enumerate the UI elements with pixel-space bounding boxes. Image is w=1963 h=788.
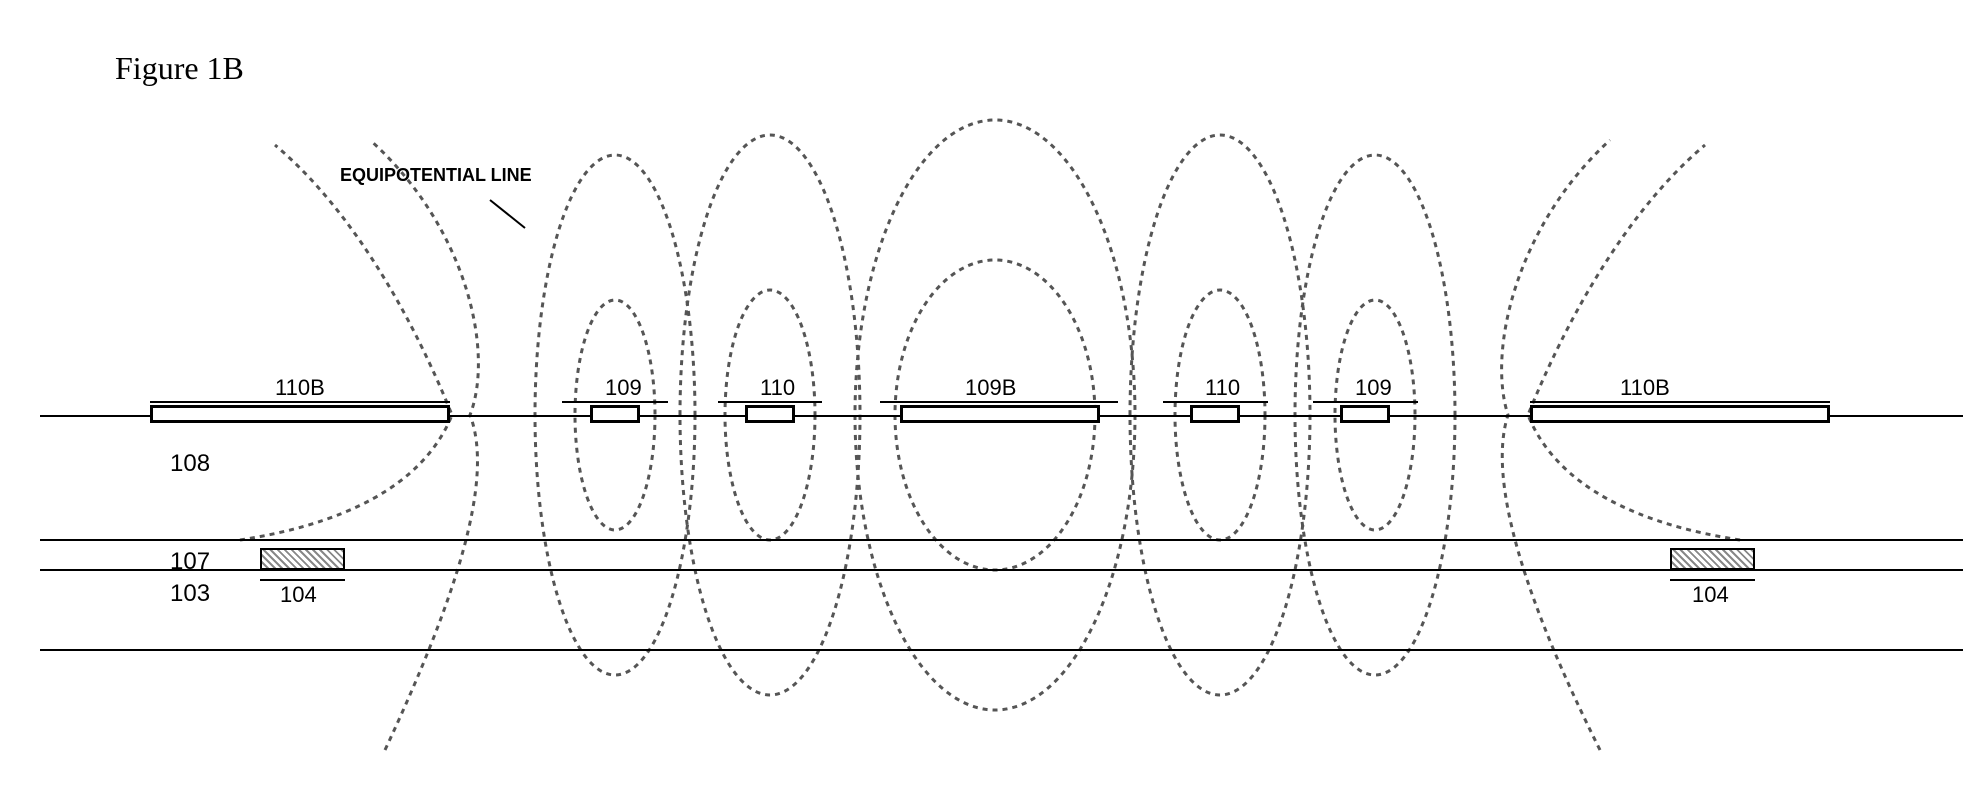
electrode-box	[1340, 405, 1390, 423]
electrode-box	[900, 405, 1100, 423]
layer-lines	[40, 416, 1963, 650]
layer-label: 103	[170, 580, 210, 608]
layer-label: 107	[170, 548, 210, 576]
electrode-label: 110B	[275, 375, 325, 401]
label-underlines	[150, 402, 1830, 580]
equipotential-lines	[240, 120, 1740, 750]
layer-label: 108	[170, 450, 210, 478]
electrode-box	[1530, 405, 1830, 423]
hatched-box-label: 104	[1692, 582, 1729, 608]
electrode-box	[150, 405, 450, 423]
electrode-label: 110	[1205, 375, 1240, 401]
equipotential-curve	[1528, 145, 1740, 540]
electrode-label: 109B	[965, 375, 1016, 401]
electrode-label: 109	[605, 375, 642, 401]
hatched-box	[260, 548, 345, 570]
hatched-box-label: 104	[280, 582, 317, 608]
electrode-label: 110B	[1620, 375, 1670, 401]
equipotential-curve	[240, 145, 452, 540]
equipotential-pointer	[490, 200, 525, 228]
equipotential-label: EQUIPOTENTIAL LINE	[340, 165, 532, 186]
electrode-label: 109	[1355, 375, 1392, 401]
electrode-box	[1190, 405, 1240, 423]
electrode-box	[745, 405, 795, 423]
equipotential-curve	[1502, 140, 1610, 750]
electrode-box	[590, 405, 640, 423]
electrode-label: 110	[760, 375, 795, 401]
hatched-box	[1670, 548, 1755, 570]
equipotential-curve	[370, 140, 478, 750]
